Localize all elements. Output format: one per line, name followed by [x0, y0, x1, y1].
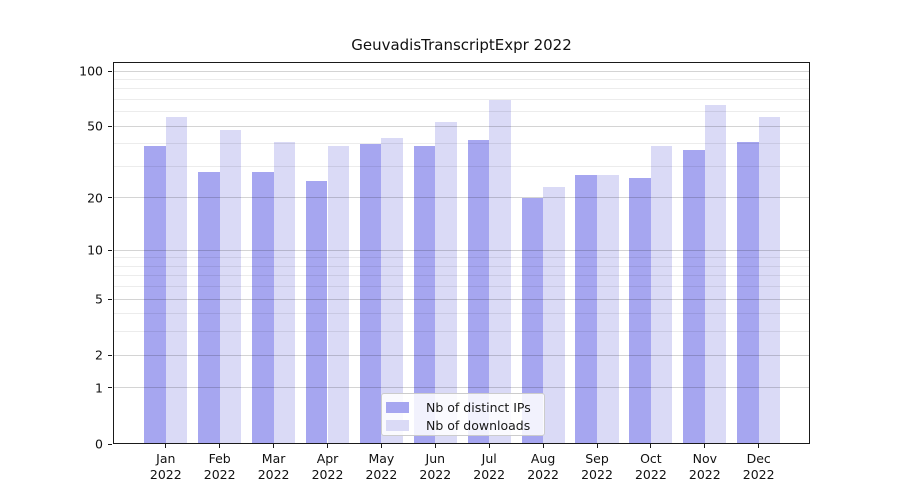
x-tick-mark: [165, 444, 167, 448]
x-tick-label: Nov 2022: [688, 451, 721, 482]
x-tick-label: Dec 2022: [742, 451, 775, 482]
bar-distinct-ips-dec: [737, 141, 759, 444]
bar-distinct-ips-may: [359, 143, 382, 444]
legend-row-downloads: Nb of downloads: [386, 417, 544, 434]
bar-downloads-jul: [489, 99, 511, 444]
x-tick-mark: [704, 444, 706, 448]
chart-title: GeuvadisTranscriptExpr 2022: [351, 36, 572, 54]
minor-gridline: [113, 99, 810, 101]
bar-downloads-apr: [327, 145, 350, 444]
x-tick-mark: [273, 444, 275, 448]
minor-gridline: [113, 313, 810, 315]
y-tick-mark: [108, 354, 112, 356]
x-tick-mark: [434, 444, 436, 448]
legend-row-distinct-ips: Nb of distinct IPs: [386, 399, 544, 416]
bar-distinct-ips-jul: [467, 140, 490, 444]
minor-gridline: [113, 265, 810, 267]
y-tick-label: 2: [95, 347, 103, 363]
major-gridline: [113, 197, 810, 199]
y-tick-mark: [108, 125, 112, 127]
bar-downloads-dec: [758, 117, 781, 444]
bar-downloads-jun: [435, 121, 457, 444]
bar-downloads-jan: [165, 117, 188, 444]
x-tick-label: Jun 2022: [419, 451, 452, 482]
ticks-layer: 0 1 2 5 10 20 50 100 Jan 2022 Feb 2022 Mar 2022 Apr…: [79, 62, 810, 482]
bar-downloads-feb: [219, 129, 242, 444]
minor-gridline: [113, 286, 810, 288]
bar-distinct-ips-sep: [575, 174, 597, 444]
plot-area: 0 1 2 5 10 20 50 100 Jan 2022 Feb 2022 Mar 2022 Apr…: [79, 62, 810, 482]
legend-swatch-downloads: [386, 420, 409, 431]
minor-gridline: [113, 275, 810, 277]
y-tick-mark: [108, 298, 112, 300]
minor-gridline: [113, 143, 810, 145]
bar-distinct-ips-aug: [521, 198, 544, 444]
minor-gridline: [113, 78, 810, 80]
x-tick-label: Sep 2022: [581, 451, 613, 482]
major-gridline: [113, 70, 810, 72]
bar-distinct-ips-nov: [683, 150, 705, 444]
gridlines-layer: [113, 62, 810, 444]
major-gridline: [113, 387, 810, 389]
bar-distinct-ips-feb: [198, 171, 220, 444]
bar-downloads-nov: [704, 105, 727, 444]
bar-distinct-ips-apr: [305, 180, 328, 444]
minor-gridline: [113, 257, 810, 259]
bar-downloads-may: [381, 138, 403, 444]
x-tick-mark: [542, 444, 544, 448]
x-tick-label: May 2022: [365, 451, 398, 482]
y-tick-label: 50: [87, 118, 103, 134]
major-gridline: [113, 125, 810, 127]
minor-gridline: [113, 331, 810, 333]
major-gridline: [113, 298, 810, 300]
minor-gridline: [113, 166, 810, 167]
minor-gridline: [113, 88, 810, 90]
y-tick-label: 0: [95, 436, 103, 452]
x-tick-mark: [219, 444, 221, 448]
bar-downloads-oct: [650, 145, 673, 444]
x-tick-mark: [650, 444, 652, 448]
y-tick-mark: [108, 387, 112, 389]
x-tick-label: Apr 2022: [311, 451, 344, 482]
bar-distinct-ips-mar: [252, 171, 274, 444]
x-tick-label: Feb 2022: [203, 451, 236, 482]
minor-gridline: [113, 111, 810, 113]
y-tick-mark: [108, 70, 112, 72]
x-tick-label: Oct 2022: [634, 451, 667, 482]
y-tick-mark: [108, 249, 112, 251]
bars-layer: [113, 62, 810, 444]
y-tick-label: 100: [79, 63, 103, 79]
x-tick-mark: [488, 444, 490, 448]
x-tick-mark: [758, 444, 760, 448]
x-tick-label: Mar 2022: [257, 451, 290, 482]
legend-label-downloads: Nb of downloads: [426, 418, 531, 433]
major-gridline: [113, 354, 810, 356]
y-tick-label: 10: [87, 242, 103, 258]
x-tick-mark: [327, 444, 328, 448]
y-tick-mark: [108, 443, 112, 445]
x-tick-label: Jan 2022: [149, 451, 182, 482]
bar-distinct-ips-oct: [629, 177, 651, 444]
bar-downloads-sep: [597, 174, 619, 444]
x-tick-label: Aug 2022: [527, 451, 559, 482]
x-tick-mark: [380, 444, 382, 448]
bar-distinct-ips-jan: [144, 145, 166, 444]
bar-distinct-ips-jun: [413, 145, 436, 444]
legend-swatch-distinct-ips: [386, 402, 409, 413]
y-tick-label: 1: [95, 380, 103, 396]
x-tick-label: Jul 2022: [473, 451, 506, 482]
x-tick-mark: [596, 444, 598, 448]
legend: Nb of distinct IPs Nb of downloads: [381, 393, 545, 436]
y-tick-label: 20: [87, 190, 103, 206]
y-tick-mark: [108, 197, 112, 199]
legend-label-distinct-ips: Nb of distinct IPs: [426, 400, 531, 415]
bar-downloads-mar: [273, 141, 296, 444]
major-gridline: [113, 249, 810, 251]
y-tick-label: 5: [95, 291, 103, 307]
bar-downloads-aug: [543, 187, 565, 444]
